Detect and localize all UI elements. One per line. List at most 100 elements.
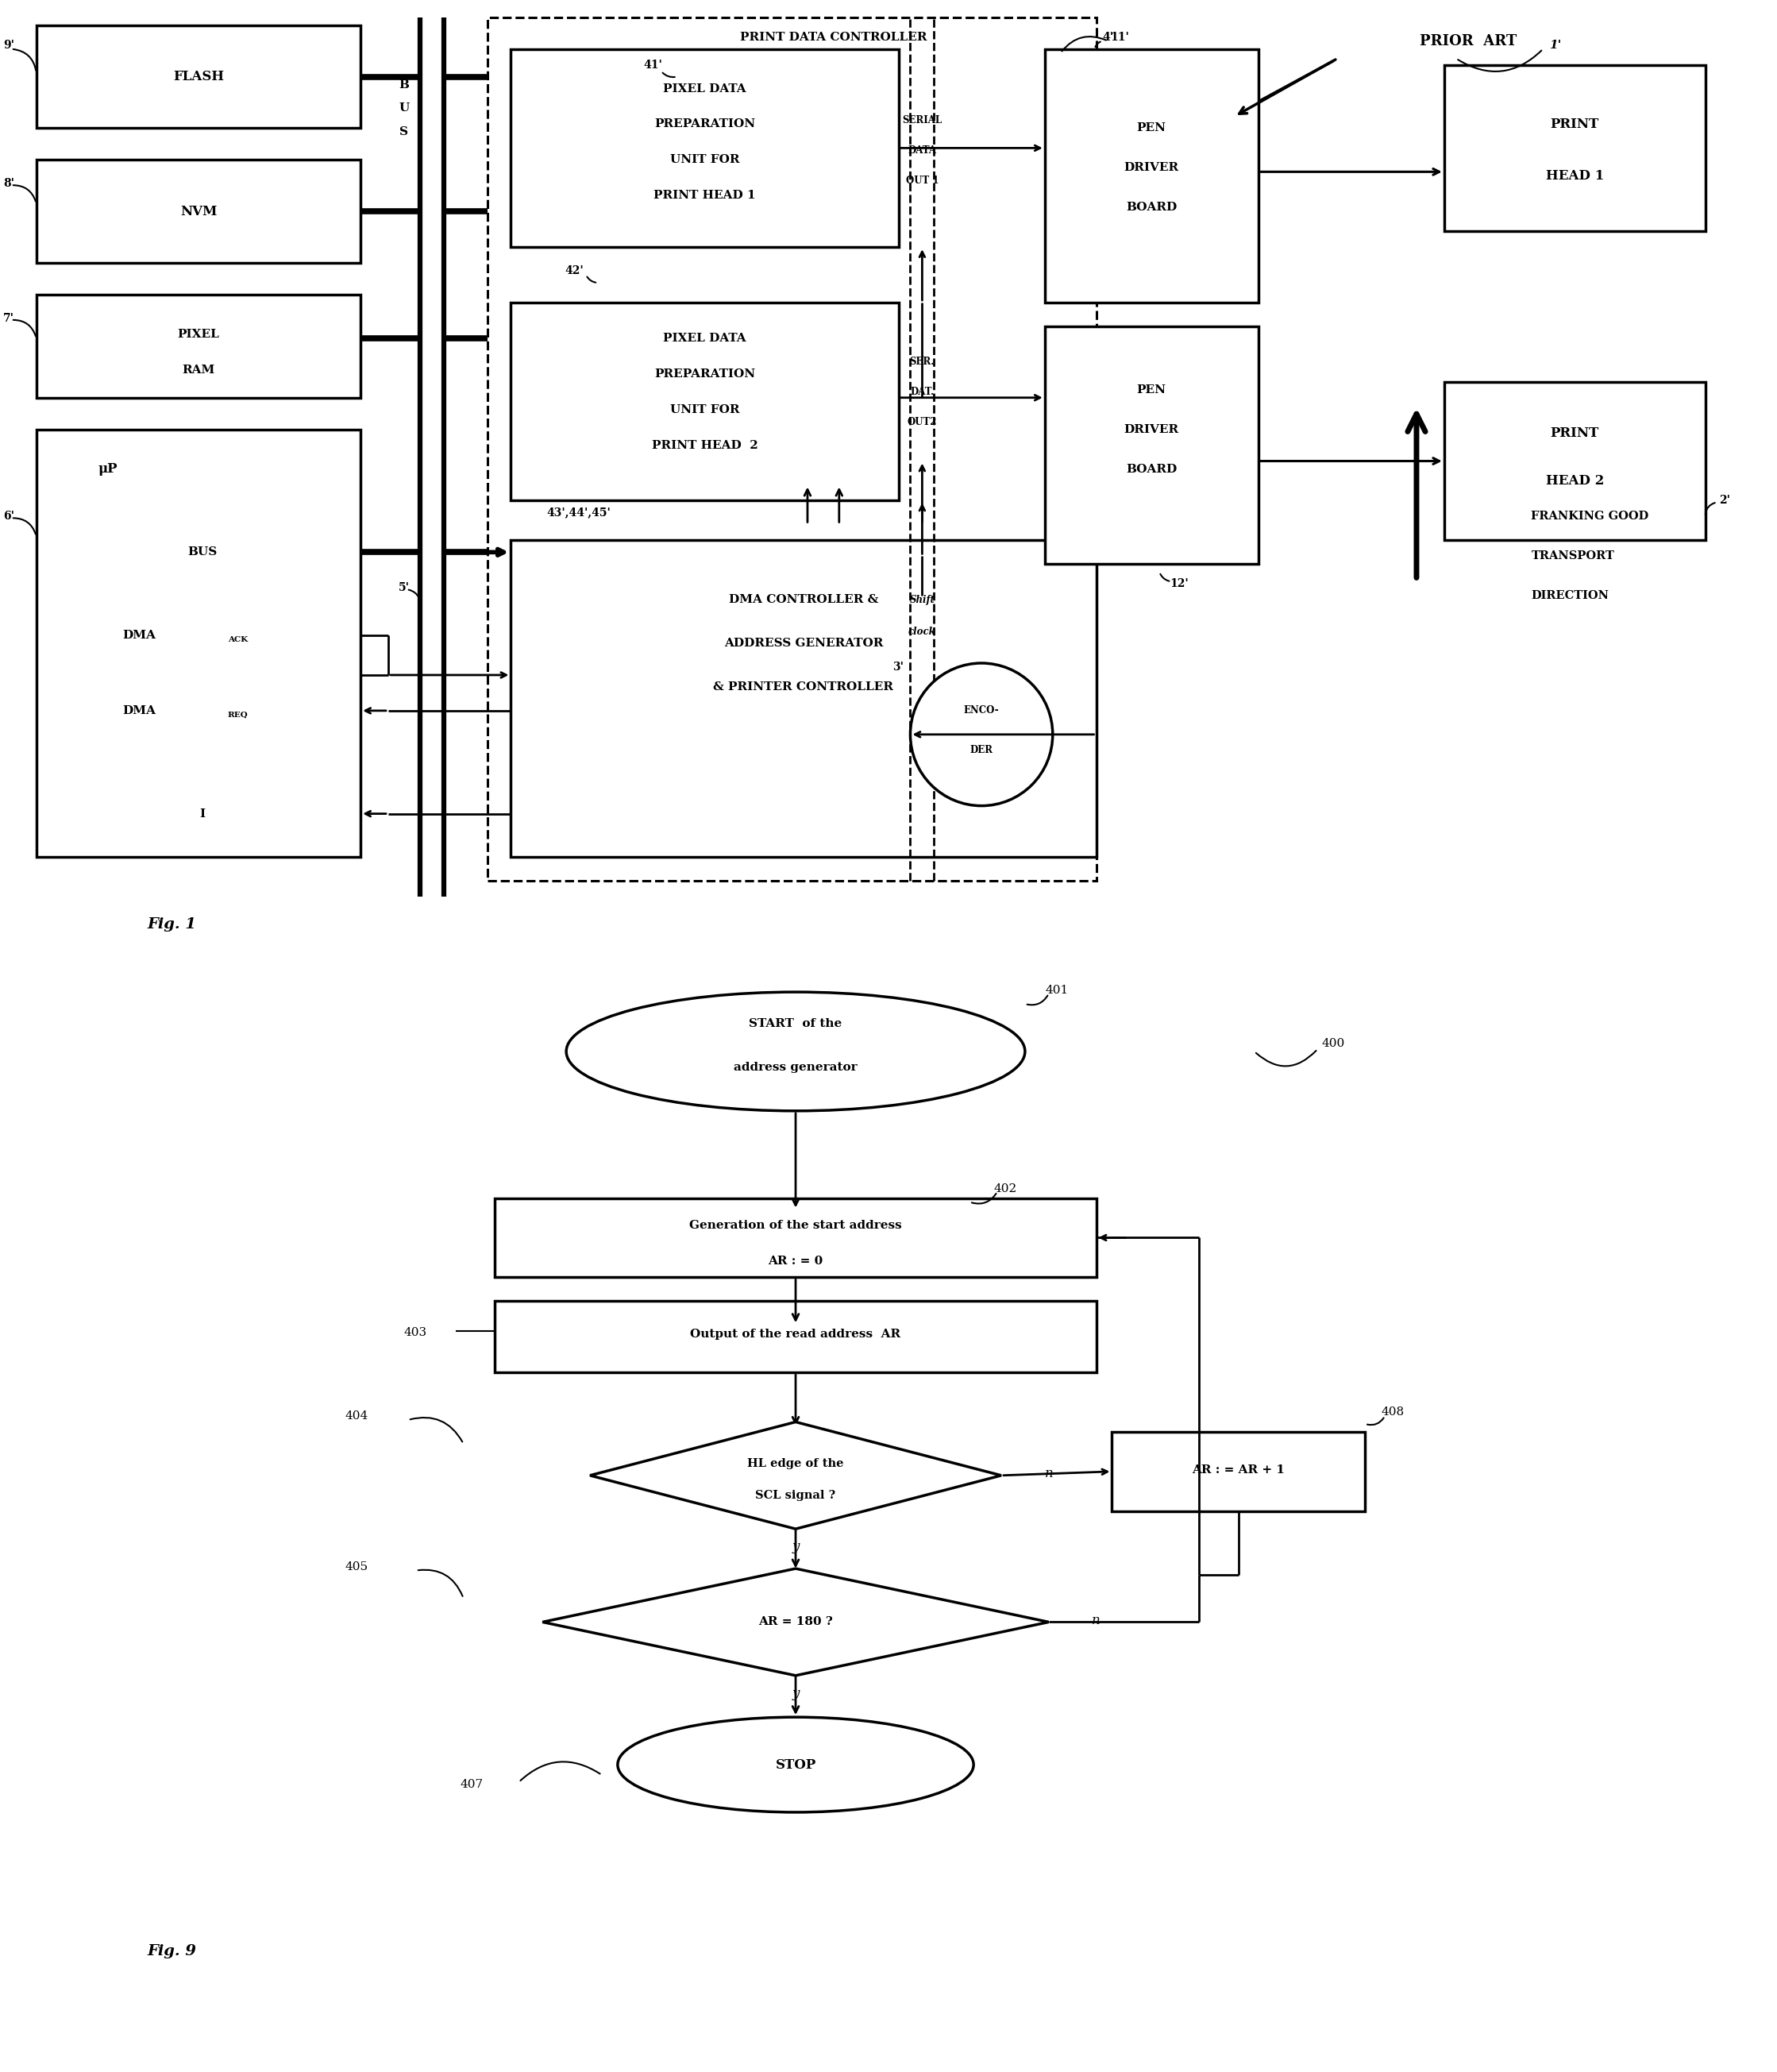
Text: AR : = AR + 1: AR : = AR + 1 — [1192, 1465, 1285, 1475]
Text: DMA: DMA — [123, 704, 156, 717]
Bar — [1445, 64, 1706, 232]
Text: 8': 8' — [4, 178, 14, 189]
Text: 42': 42' — [565, 265, 583, 276]
Text: BOARD: BOARD — [1127, 464, 1176, 474]
Text: 12': 12' — [1169, 578, 1189, 588]
Text: SER.: SER. — [910, 356, 935, 367]
Text: HEAD 1: HEAD 1 — [1546, 170, 1605, 182]
Text: y: y — [793, 1539, 800, 1554]
Bar — [36, 294, 361, 398]
Text: n: n — [1045, 1467, 1054, 1481]
Bar — [36, 429, 361, 858]
Text: I: I — [199, 808, 206, 818]
Bar — [496, 1198, 1096, 1276]
Text: & PRINTER CONTROLLER: & PRINTER CONTROLLER — [713, 682, 894, 692]
Text: 41': 41' — [643, 60, 663, 70]
Text: PREPARATION: PREPARATION — [654, 369, 755, 379]
Text: SERIAL: SERIAL — [903, 116, 942, 126]
Text: 11': 11' — [1111, 31, 1130, 44]
Text: ENCO-: ENCO- — [963, 707, 999, 715]
Bar — [510, 50, 899, 247]
Text: DRIVER: DRIVER — [1125, 162, 1178, 174]
Text: PRINT: PRINT — [1550, 427, 1599, 439]
Text: clock: clock — [908, 626, 936, 636]
Text: PRINT: PRINT — [1550, 118, 1599, 131]
Bar — [36, 160, 361, 263]
Ellipse shape — [618, 1718, 974, 1813]
Text: U: U — [398, 104, 409, 114]
Text: Fig. 9: Fig. 9 — [147, 1944, 195, 1958]
Text: ACK: ACK — [227, 636, 247, 642]
Text: FLASH: FLASH — [172, 70, 224, 83]
Text: DER: DER — [970, 746, 993, 756]
Text: DMA: DMA — [123, 630, 156, 640]
Text: 1': 1' — [1550, 39, 1560, 50]
Text: Generation of the start address: Generation of the start address — [689, 1220, 903, 1231]
Text: HL edge of the: HL edge of the — [748, 1459, 844, 1469]
Text: DATA: DATA — [908, 145, 936, 155]
Text: Shift: Shift — [910, 595, 935, 605]
Text: PRINT HEAD 1: PRINT HEAD 1 — [654, 191, 755, 201]
Text: 404: 404 — [345, 1411, 368, 1421]
Text: 400: 400 — [1322, 1038, 1345, 1048]
Text: DMA CONTROLLER &: DMA CONTROLLER & — [729, 595, 878, 605]
Text: DAT.: DAT. — [910, 387, 935, 398]
Text: OUT 1: OUT 1 — [906, 176, 938, 186]
Text: FRANKING GOOD: FRANKING GOOD — [1532, 512, 1649, 522]
Text: 401: 401 — [1045, 984, 1068, 997]
Text: Output of the read address  AR: Output of the read address AR — [689, 1328, 901, 1341]
Text: 2': 2' — [1720, 495, 1731, 506]
Text: NVM: NVM — [179, 205, 217, 218]
Bar — [487, 17, 1096, 881]
Text: address generator: address generator — [734, 1061, 858, 1073]
Bar — [496, 1301, 1096, 1372]
Text: PRINT HEAD  2: PRINT HEAD 2 — [652, 439, 757, 452]
Text: 5': 5' — [398, 582, 410, 593]
Text: START  of the: START of the — [750, 1017, 842, 1030]
Text: 7': 7' — [4, 313, 14, 323]
Text: DIRECTION: DIRECTION — [1532, 591, 1608, 601]
Text: B: B — [400, 79, 409, 91]
Text: PRIOR  ART: PRIOR ART — [1420, 33, 1516, 48]
Text: ADDRESS GENERATOR: ADDRESS GENERATOR — [723, 638, 883, 649]
Text: HEAD 2: HEAD 2 — [1546, 474, 1605, 487]
Ellipse shape — [910, 663, 1052, 806]
Text: REQ: REQ — [227, 711, 249, 719]
Bar — [1112, 1432, 1365, 1510]
Text: PEN: PEN — [1137, 122, 1166, 135]
Text: AR : = 0: AR : = 0 — [768, 1256, 823, 1266]
Bar — [510, 541, 1096, 858]
Text: Fig. 1: Fig. 1 — [147, 918, 195, 932]
Bar — [1445, 381, 1706, 541]
Bar — [1045, 325, 1258, 564]
Text: 9': 9' — [4, 39, 14, 50]
Text: n: n — [1091, 1614, 1100, 1627]
Text: BOARD: BOARD — [1127, 201, 1176, 213]
Ellipse shape — [567, 992, 1025, 1111]
Text: SCL signal ?: SCL signal ? — [755, 1490, 835, 1500]
Text: 6': 6' — [4, 512, 14, 522]
Text: 405: 405 — [345, 1560, 368, 1573]
Text: 407: 407 — [460, 1780, 483, 1790]
Text: PREPARATION: PREPARATION — [654, 118, 755, 131]
Text: AR = 180 ?: AR = 180 ? — [759, 1616, 833, 1629]
Text: 403: 403 — [403, 1328, 426, 1339]
Bar — [1045, 50, 1258, 303]
Text: PIXEL DATA: PIXEL DATA — [663, 334, 746, 344]
Text: TRANSPORT: TRANSPORT — [1532, 551, 1615, 562]
Text: PRINT DATA CONTROLLER: PRINT DATA CONTROLLER — [741, 31, 928, 44]
Bar — [36, 25, 361, 128]
Polygon shape — [590, 1421, 1000, 1529]
Text: 43',44',45': 43',44',45' — [547, 508, 611, 518]
Text: S: S — [400, 126, 409, 137]
Text: 4': 4' — [1102, 31, 1114, 44]
Text: PIXEL: PIXEL — [178, 329, 219, 340]
Text: PIXEL DATA: PIXEL DATA — [663, 83, 746, 93]
Bar — [510, 303, 899, 501]
Text: 402: 402 — [993, 1183, 1016, 1193]
Text: UNIT FOR: UNIT FOR — [670, 153, 739, 166]
Polygon shape — [542, 1569, 1048, 1676]
Text: DRIVER: DRIVER — [1125, 425, 1178, 435]
Text: STOP: STOP — [775, 1757, 816, 1772]
Text: y: y — [793, 1687, 800, 1701]
